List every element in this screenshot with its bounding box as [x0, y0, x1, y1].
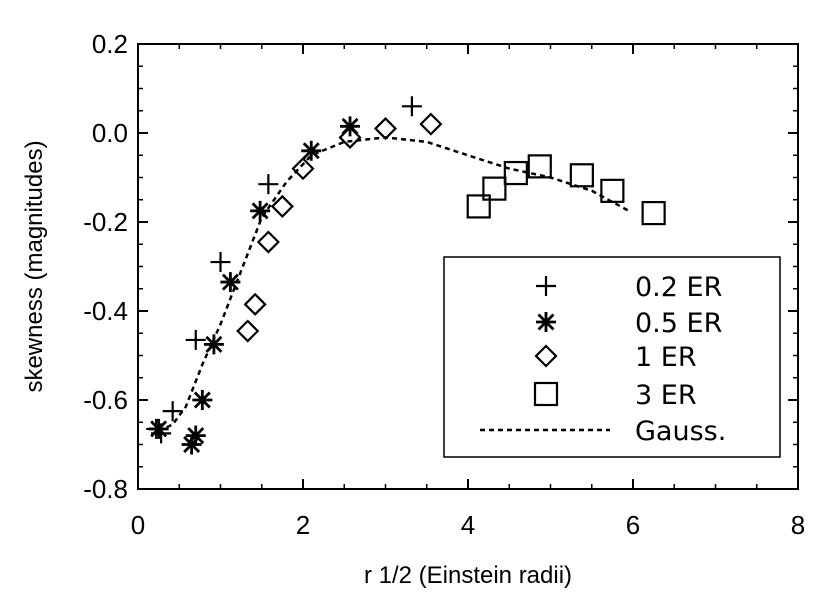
legend-square-icon [533, 381, 559, 407]
data-point-diamond [338, 125, 362, 150]
x-tick-label: 4 [461, 510, 475, 540]
x-tick-label: 6 [626, 510, 640, 540]
legend-label-3: 3 ER [635, 380, 697, 411]
data-point-diamond [236, 319, 260, 343]
data-point-asterisk [220, 272, 241, 293]
y-axis-label: skewness (magnitudes) [21, 140, 48, 392]
series-diamond [236, 112, 443, 343]
data-point-plus [162, 401, 183, 422]
x-tick-label: 8 [791, 510, 805, 540]
legend-label-2: 1 ER [635, 342, 697, 373]
legend-entry-1: 0.5 ER [536, 308, 722, 339]
data-point-square [466, 194, 491, 219]
y-tick-label: -0.6 [83, 385, 128, 415]
data-point-plus [401, 96, 422, 117]
gauss-dashed-line [158, 136, 630, 433]
data-point-asterisk [185, 425, 206, 446]
data-points-layer [146, 96, 666, 455]
legend-label-0: 0.2 ER [635, 272, 722, 303]
gauss-curve-layer [158, 136, 630, 433]
y-tick-label: 0.0 [92, 118, 128, 148]
data-point-diamond [270, 194, 294, 218]
legend-marker-plus-icon [536, 276, 556, 296]
legend: 0.2 ER 0.5 ER 1 ER 3 ER Gauss. [443, 256, 781, 458]
data-point-diamond [373, 116, 398, 141]
data-point-asterisk [203, 334, 224, 355]
data-point-diamond [419, 112, 443, 136]
x-tick-label: 2 [296, 510, 310, 540]
data-point-plus [210, 252, 231, 273]
data-point-asterisk [301, 140, 322, 161]
legend-entry-3: 3 ER [533, 380, 697, 411]
data-point-diamond [256, 230, 280, 254]
data-point-square [600, 178, 625, 203]
series-plus [146, 96, 422, 444]
data-point-asterisk [192, 390, 213, 410]
axis-ticks: 0 2 4 6 8 -0.8 -0.6 -0.4 -0.2 0.0 0.2 [83, 29, 805, 540]
data-point-square [527, 154, 552, 179]
data-point-asterisk [148, 418, 169, 439]
legend-diamond-icon [534, 344, 558, 368]
legend-label-1: 0.5 ER [635, 308, 722, 339]
x-axis-label: r 1/2 (Einstein radii) [364, 562, 572, 589]
series-asterisk [148, 116, 361, 455]
legend-label-gauss: Gauss. [635, 416, 726, 447]
data-point-square [482, 176, 507, 201]
data-point-asterisk [181, 434, 202, 455]
series-square [466, 154, 666, 226]
data-point-asterisk [250, 200, 271, 221]
y-tick-label: -0.2 [83, 207, 128, 237]
legend-plus-icon [536, 276, 556, 296]
data-point-square [641, 201, 666, 226]
legend-entry-0: 0.2 ER [536, 272, 722, 303]
legend-marker-asterisk-icon [536, 312, 556, 332]
data-point-diamond [243, 292, 267, 316]
y-tick-label: 0.2 [92, 29, 128, 59]
data-point-diamond [291, 157, 315, 181]
data-point-plus [185, 329, 206, 350]
data-point-plus [258, 174, 279, 195]
legend-marker-diamond-icon [534, 344, 558, 368]
x-tick-label: 0 [131, 510, 145, 540]
data-point-square [569, 163, 594, 188]
legend-entry-2: 1 ER [534, 342, 697, 373]
legend-entry-gauss: Gauss. [480, 416, 726, 447]
legend-asterisk-icon [536, 312, 556, 332]
y-tick-label: -0.8 [83, 474, 128, 504]
data-point-square [503, 160, 528, 186]
legend-marker-square-icon [533, 381, 559, 407]
y-tick-label: -0.4 [83, 296, 128, 326]
legend-box [443, 256, 781, 458]
